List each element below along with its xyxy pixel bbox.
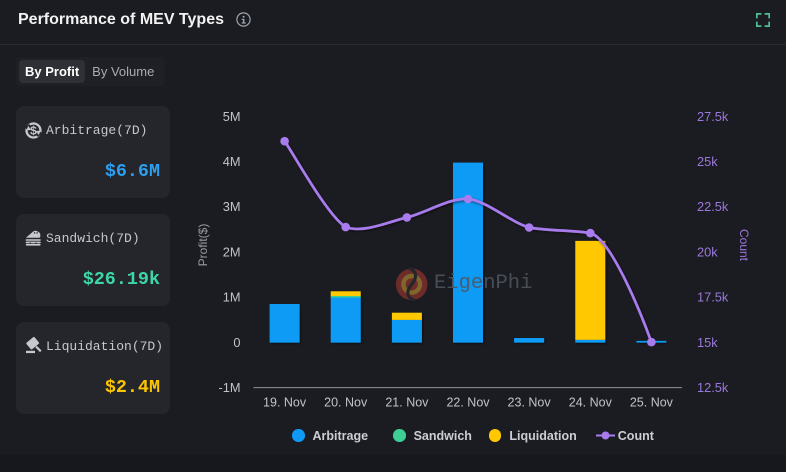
svg-text:5M: 5M bbox=[223, 109, 241, 124]
svg-text:15k: 15k bbox=[697, 335, 718, 350]
svg-text:4M: 4M bbox=[223, 154, 241, 169]
svg-text:24. Nov: 24. Nov bbox=[569, 395, 613, 409]
svg-text:3M: 3M bbox=[223, 199, 241, 214]
svg-text:1M: 1M bbox=[223, 290, 241, 305]
svg-text:20k: 20k bbox=[697, 244, 718, 259]
svg-text:-1M: -1M bbox=[218, 380, 240, 395]
svg-text:12.5k: 12.5k bbox=[697, 380, 729, 395]
svg-text:25k: 25k bbox=[697, 154, 718, 169]
svg-text:17.5k: 17.5k bbox=[697, 290, 729, 305]
svg-text:$: $ bbox=[30, 125, 37, 139]
svg-text:Profit($): Profit($) bbox=[196, 224, 210, 267]
svg-text:23. Nov: 23. Nov bbox=[508, 395, 552, 409]
svg-text:27.5k: 27.5k bbox=[697, 109, 729, 124]
svg-text:22. Nov: 22. Nov bbox=[446, 395, 490, 409]
svg-text:0: 0 bbox=[233, 335, 240, 350]
svg-text:19. Nov: 19. Nov bbox=[263, 395, 307, 409]
svg-text:2M: 2M bbox=[223, 244, 241, 259]
svg-text:Count: Count bbox=[737, 229, 751, 262]
svg-text:20. Nov: 20. Nov bbox=[324, 395, 368, 409]
svg-text:21. Nov: 21. Nov bbox=[385, 395, 429, 409]
svg-text:22.5k: 22.5k bbox=[697, 199, 729, 214]
svg-text:25. Nov: 25. Nov bbox=[630, 395, 674, 409]
